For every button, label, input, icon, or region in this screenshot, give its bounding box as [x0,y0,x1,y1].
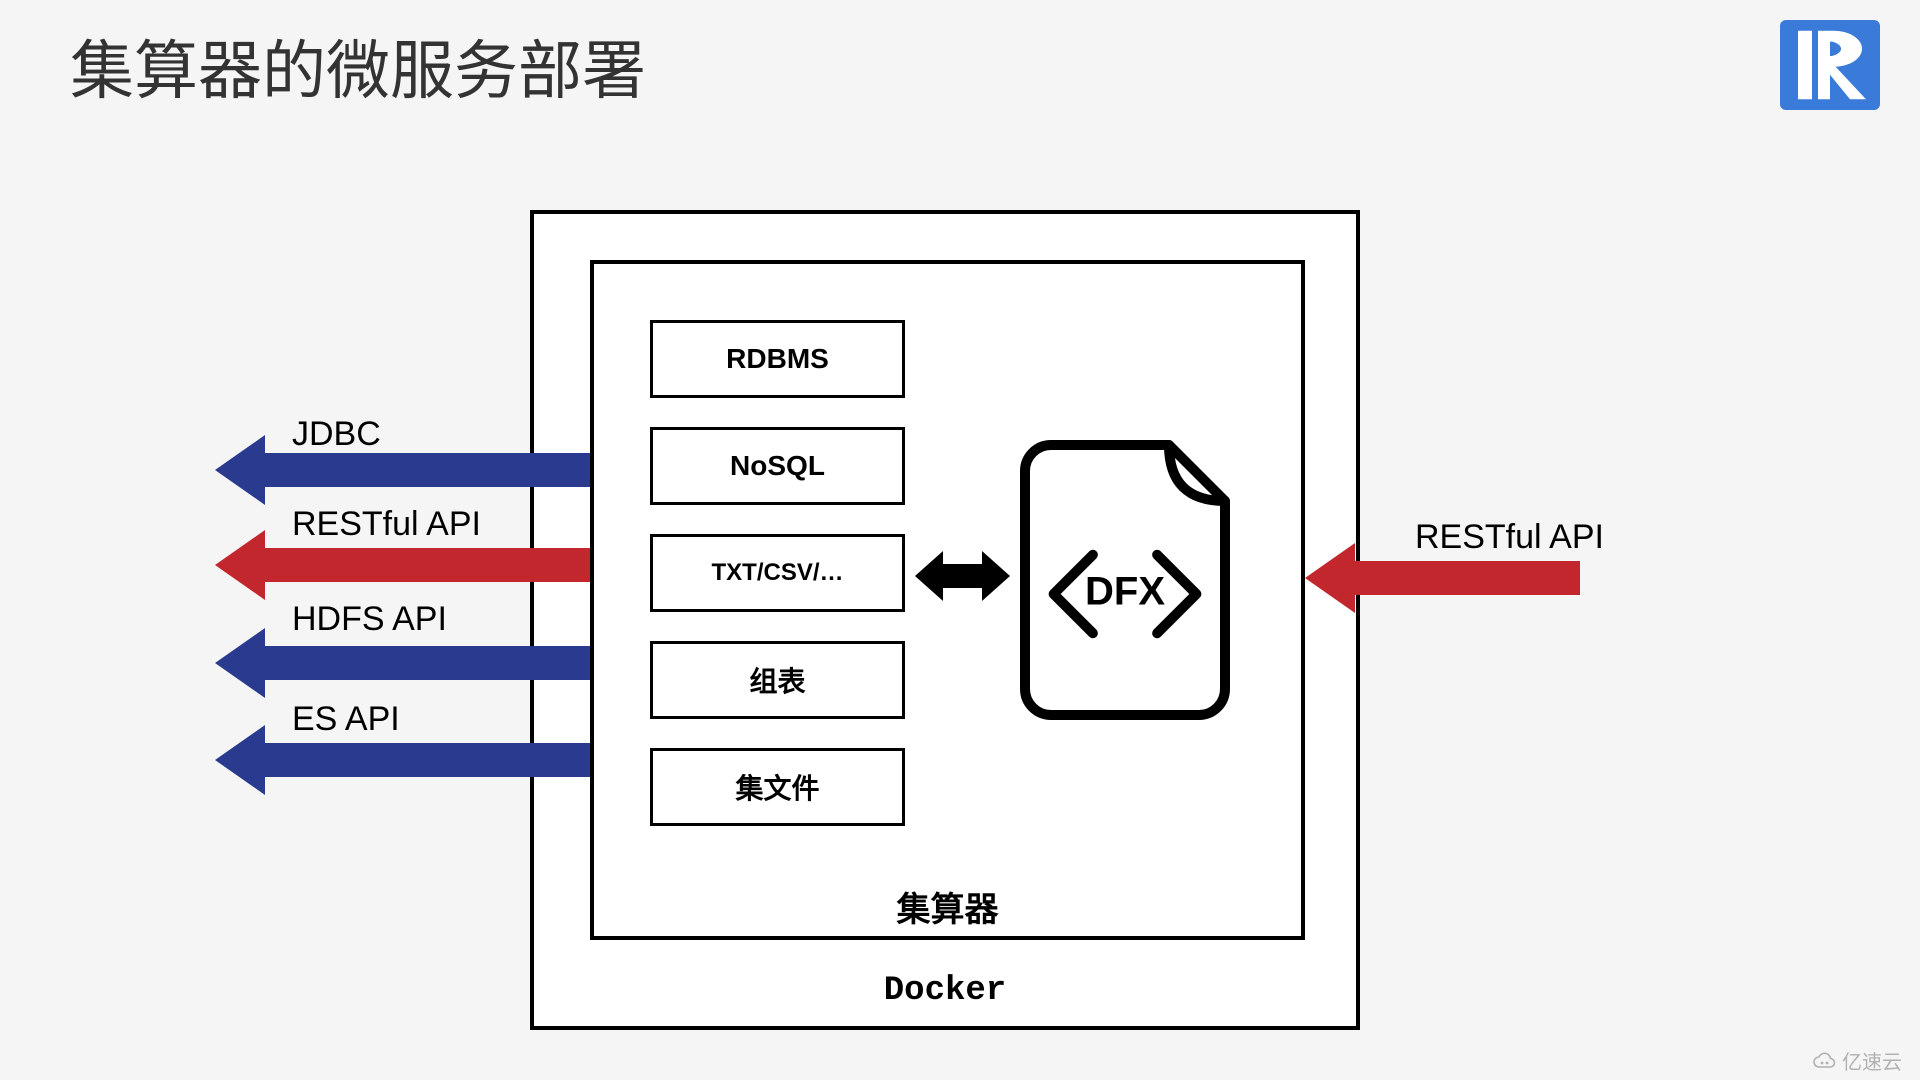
interconnect-arrow [915,551,1010,601]
left-api-label: ES API [292,700,400,739]
left-api-label: JDBC [292,415,381,454]
cloud-icon [1812,1051,1836,1071]
left-api-label: HDFS API [292,600,447,639]
arrows-layer [0,0,1920,1080]
watermark-text: 亿速云 [1842,1046,1902,1075]
watermark: 亿速云 [1812,1046,1902,1075]
slide-root: 集算器的微服务部署 Docker 集算器 RDBMSNoSQLTXT/CSV/…… [0,0,1920,1080]
left-arrow-3 [215,725,590,795]
left-arrow-0 [215,435,590,505]
right-api-label: RESTful API [1415,518,1604,557]
left-api-label: RESTful API [292,505,481,544]
